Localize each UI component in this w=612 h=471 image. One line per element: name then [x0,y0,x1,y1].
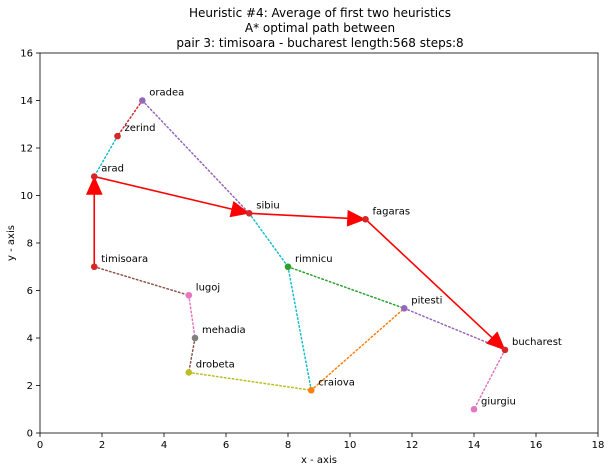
title-line-1: Heuristic #4: Average of first two heuri… [189,6,451,20]
edge-mehadia-drobeta [188,337,196,374]
city-point-rimnicu [284,263,292,271]
chart-title: Heuristic #4: Average of first two heuri… [176,6,463,50]
city-label-zerind: zerind [125,123,156,134]
city-label-rimnicu: rimnicu [295,254,333,265]
x-tick-label: 10 [344,440,357,451]
y-tick-label: 4 [27,334,33,345]
city-point-arad [90,173,98,180]
edge-oradea-sibiu [141,99,250,215]
path-arrowhead-arad [85,175,103,195]
city-point-sibiu [245,210,253,217]
city-label-arad: arad [101,164,124,175]
x-tick-label: 6 [223,440,229,451]
city-label-sibiu: sibiu [256,200,279,211]
x-axis-label: x - axis [301,455,337,466]
path-arrowhead-sibiu [229,200,250,218]
city-label-lugoj: lugoj [196,282,220,293]
y-tick-label: 10 [20,191,33,202]
city-point-timisoara [90,263,98,271]
city-point-lugoj [185,291,193,299]
city-label-giurgiu: giurgiu [481,396,516,407]
x-tick-label: 16 [530,440,543,451]
x-tick-label: 0 [37,440,43,451]
city-label-bucharest: bucharest [512,337,562,348]
x-tick-label: 18 [592,440,605,451]
x-tick-label: 12 [406,440,419,451]
plot-area [40,53,598,433]
city-label-craiova: craiova [318,377,355,388]
x-tick-label: 14 [468,440,481,451]
city-point-zerind [114,132,121,140]
city-label-timisoara: timisoara [101,254,148,265]
city-label-drobeta: drobeta [196,359,235,370]
path-segment-sibiu-fagaras [249,212,348,220]
path-arrowhead-fagaras [346,209,367,227]
edge-bucharest-giurgiu [473,349,506,410]
city-label-fagaras: fagaras [373,206,411,217]
x-tick-label: 8 [285,440,291,451]
edge-zerind-arad [93,135,119,178]
city-point-drobeta [185,369,193,376]
city-label-mehadia: mehadia [202,325,246,336]
y-tick-label: 8 [27,239,33,250]
city-point-fagaras [362,215,369,223]
path-arrowhead-bucharest [485,331,506,351]
edges-layer [93,99,506,410]
labels-layer: oradea zerind arad sibiu fagaras timisoara rim… [101,88,562,408]
edge-lugoj-mehadia [188,294,196,339]
city-point-craiova [307,386,315,394]
edge-drobeta-craiova [188,371,312,391]
city-point-pitesti [400,305,408,312]
edge-pitesti-bucharest [403,307,506,351]
title-line-2: A* optimal path between [245,21,395,35]
y-tick-label: 6 [27,286,33,297]
x-tick-label: 2 [99,440,105,451]
edge-sibiu-rimnicu [248,212,289,268]
edge-rimnicu-craiova [287,266,312,391]
city-point-mehadia [191,334,199,342]
x-axis-ticks: 0 2 4 6 8 10 12 14 16 18 [37,433,605,451]
city-point-giurgiu [470,405,478,413]
edge-craiova-pitesti [310,307,405,391]
title-line-3: pair 3: timisoara - bucharest length:568… [176,36,463,50]
path-layer [85,175,506,351]
y-tick-label: 14 [20,96,33,107]
city-label-pitesti: pitesti [411,295,442,306]
path-segment-fagaras-bucharest [364,218,493,339]
y-axis-label: y - axis [6,225,17,261]
x-tick-label: 4 [161,440,167,451]
y-tick-label: 12 [20,144,33,155]
y-tick-label: 16 [20,49,33,60]
city-point-bucharest [501,346,509,354]
y-tick-label: 2 [27,381,33,392]
y-tick-label: 0 [27,429,33,440]
y-axis-ticks: 0 2 4 6 8 10 12 14 16 [20,49,40,440]
city-point-oradea [139,97,146,104]
edge-oradea-zerind [116,99,144,137]
edge-rimnicu-pitesti [287,266,405,310]
path-segment-arad-sibiu [94,175,232,210]
edge-timisoara-lugoj [93,266,190,296]
points-layer [90,97,509,413]
city-label-oradea: oradea [149,88,184,99]
